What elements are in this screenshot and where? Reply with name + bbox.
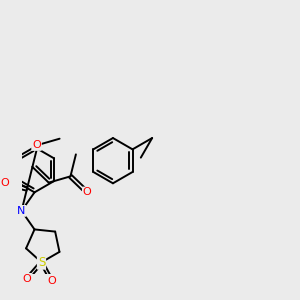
- Text: S: S: [38, 256, 45, 269]
- Text: N: N: [17, 206, 26, 216]
- Text: O: O: [48, 277, 56, 286]
- Text: O: O: [32, 140, 41, 150]
- Text: O: O: [0, 178, 9, 188]
- Text: O: O: [83, 188, 92, 197]
- Text: O: O: [23, 274, 32, 284]
